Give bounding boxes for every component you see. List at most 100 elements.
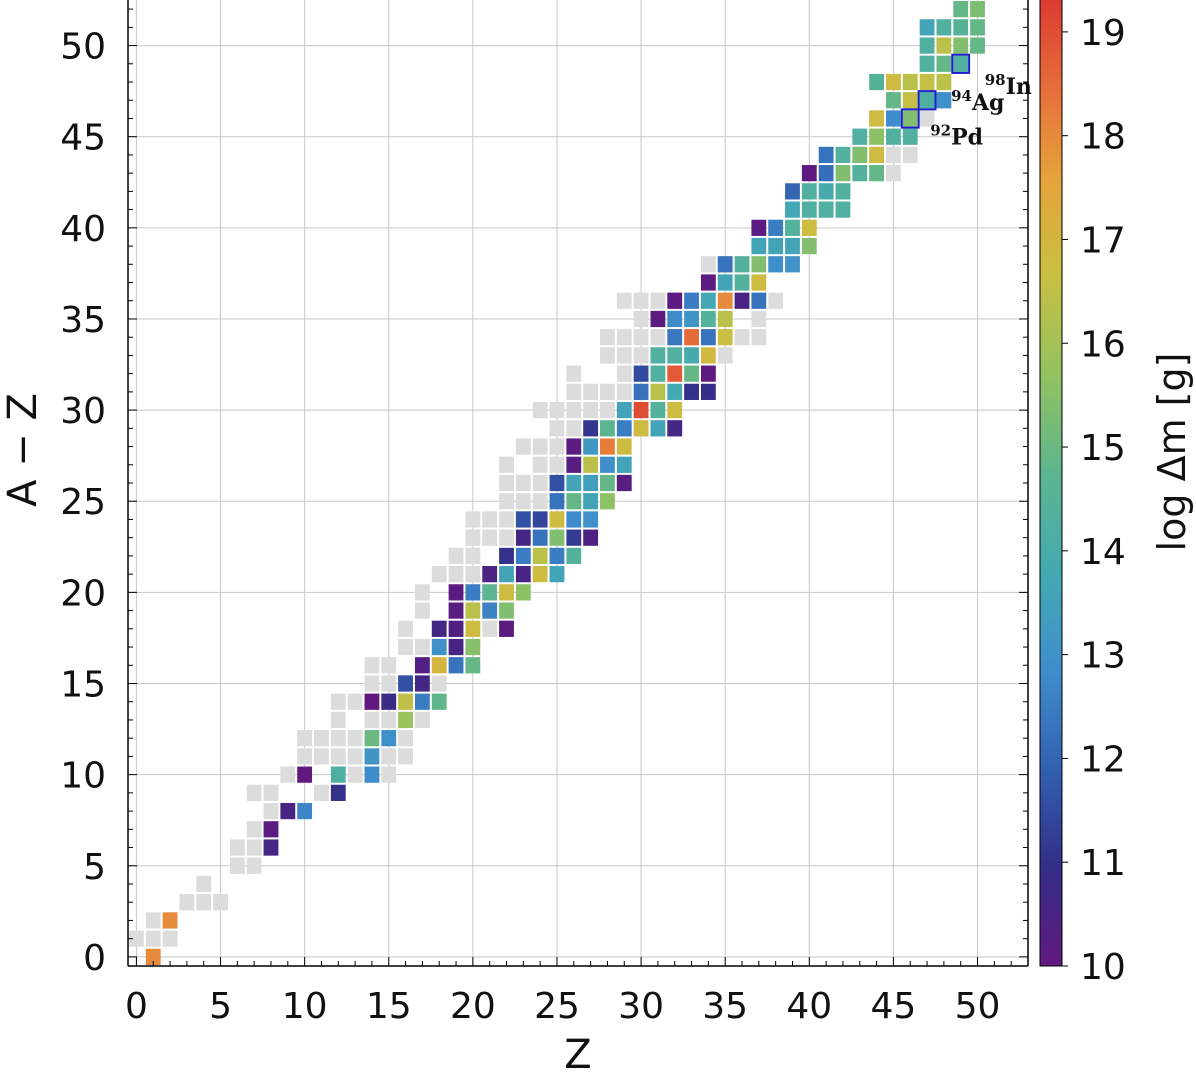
cell-mass-value [768,256,784,273]
cell-no-data [633,292,649,309]
cell-no-data [515,438,531,455]
cell-no-data [213,894,228,911]
cell-mass-value [330,766,346,783]
cell-mass-value [616,401,632,419]
cell-mass-value [869,110,885,127]
cell-mass-value [499,620,514,637]
cell-no-data [414,584,430,601]
cell-no-data [482,620,498,637]
cell-mass-value [280,802,296,820]
cell-mass-value [549,547,565,565]
cell-mass-value [818,201,834,218]
cell-mass-value [583,456,599,473]
cell-mass-value [566,493,582,510]
cell-mass-value [263,821,279,838]
mass-number: 94 [951,87,972,105]
cell-mass-value [835,201,851,218]
cell-mass-value [566,474,582,492]
highlight-box-in [951,53,971,74]
cell-no-data [751,310,767,328]
cell-mass-value [667,329,683,346]
cell-mass-value [650,420,666,437]
cell-mass-value [431,693,447,710]
cell-no-data [330,730,346,747]
cell-mass-value [717,256,733,273]
cell-no-data [330,711,346,729]
cell-mass-value [835,165,851,182]
cell-mass-value [600,474,615,492]
cell-mass-value [145,948,161,965]
cell-mass-value [936,92,952,109]
cell-mass-value [414,693,430,710]
cell-no-data [549,420,565,437]
cell-mass-value [717,310,733,328]
cell-mass-value [465,638,481,656]
cell-mass-value [499,566,514,583]
cell-mass-value [717,274,733,291]
x-axis-label: Z [564,1032,591,1076]
cell-no-data [734,329,750,346]
cell-mass-value [919,19,935,36]
cell-no-data [566,420,582,437]
cell-no-data [414,711,430,729]
y-axis-label: A − Z [0,393,46,507]
cell-no-data [448,566,464,583]
cell-mass-value [583,438,599,455]
cell-mass-value [886,110,901,127]
colorbar-tick-label: 16 [1080,324,1126,365]
cell-mass-value [768,237,784,255]
cell-mass-value [633,365,649,382]
cell-mass-value [600,493,615,510]
cell-mass-value [734,274,750,291]
cell-mass-value [700,347,716,364]
cell-mass-value [684,329,699,346]
cell-mass-value [566,438,582,455]
cell-no-data [246,839,262,856]
cell-mass-value [465,620,481,637]
cell-mass-value [549,566,565,583]
cell-mass-value [650,310,666,328]
cell-no-data [465,566,481,583]
mass-number: 98 [985,71,1006,89]
cell-no-data [381,748,397,765]
cell-no-data [263,784,279,801]
cell-no-data [398,730,413,747]
cell-mass-value [919,73,935,91]
cell-mass-value [667,420,683,437]
cell-no-data [347,766,363,783]
cell-mass-value [667,401,683,419]
cell-no-data [902,146,918,164]
cell-no-data [482,511,498,528]
cell-mass-value [650,347,666,364]
cell-mass-value [515,566,531,583]
cell-no-data [465,511,481,528]
cell-no-data [280,766,296,783]
cell-no-data [616,329,632,346]
cell-no-data [499,511,514,528]
cell-mass-value [953,1,969,18]
cell-no-data [482,529,498,546]
cell-mass-value [902,92,918,109]
x-tick-label: 40 [786,986,832,1027]
cell-mass-value [852,146,868,164]
cell-no-data [145,912,161,929]
cell-mass-value [700,292,716,309]
cell-mass-value [818,146,834,164]
cell-no-data [229,857,245,874]
x-tick-label: 15 [366,986,412,1027]
axis-ticks: 0 5 10 15 20 25 30 35 40 45 50 0 5 10 15 20 25 30 35 40 45 50 [60,8,1029,1027]
cell-mass-value [566,456,582,473]
cell-no-data [583,401,599,419]
x-tick-label: 45 [871,986,917,1027]
cell-mass-value [650,365,666,382]
cell-mass-value [919,55,935,72]
cell-no-data [465,547,481,565]
cell-no-data [515,474,531,492]
cell-no-data [330,693,346,710]
cell-no-data [297,730,313,747]
cell-mass-value [785,201,800,218]
colorbar-gradient [1040,0,1062,966]
cell-mass-value [751,292,767,309]
